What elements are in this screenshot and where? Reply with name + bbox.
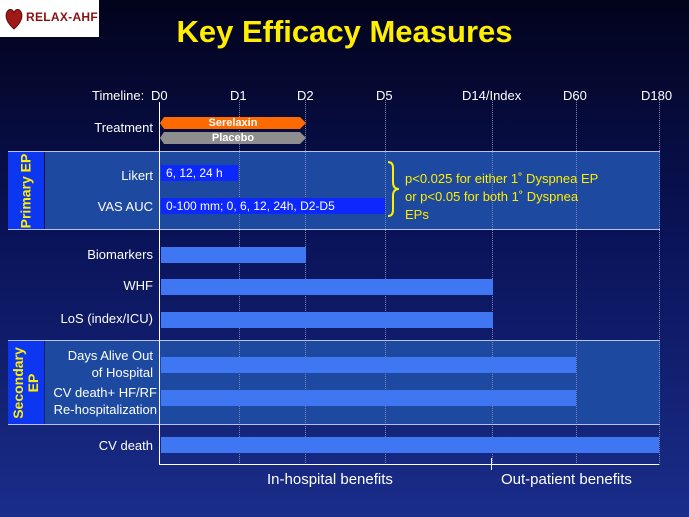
logo-text: RELAX-AHF (26, 10, 99, 24)
tick-label-d0: D0 (151, 88, 168, 103)
likert-bar: 6, 12, 24 h (161, 165, 238, 181)
primary-ep-label: Primary EP (17, 153, 34, 228)
days-alive-bar (161, 357, 576, 373)
secondary-ep-label: Secondary EP (10, 346, 41, 419)
separator-line (8, 424, 660, 425)
out-patient-benefits-label: Out-patient benefits (501, 471, 632, 488)
note-line-3: EPs (405, 207, 429, 222)
tick-label-d60: D60 (563, 88, 587, 103)
gridline-d180 (659, 100, 660, 465)
tick-label-d1: D1 (230, 88, 247, 103)
likert-label: Likert (121, 168, 153, 183)
placebo-arrow: Placebo (160, 132, 306, 144)
page-title: Key Efficacy Measures (176, 14, 513, 49)
tick-label-d14: D14/Index (462, 88, 522, 103)
relax-ahf-logo: RELAX-AHF (0, 0, 99, 37)
days-alive-line-1: Days Alive Out (67, 348, 153, 363)
tick-label-d2: D2 (297, 88, 314, 103)
tick-label-d5: D5 (376, 88, 393, 103)
whf-bar (161, 279, 493, 295)
secondary-ep-band (45, 341, 660, 424)
separator-line (8, 151, 660, 152)
in-hospital-benefits-label: In-hospital benefits (267, 471, 393, 488)
days-alive-label: Days Alive Out of Hospital (46, 347, 153, 381)
biomarkers-bar (161, 247, 306, 263)
timeline-axis-vertical (159, 102, 160, 464)
note-line-2: or p<0.05 for both 1˚ Dyspnea (405, 189, 579, 204)
secondary-ep-box: Secondary EP (8, 341, 44, 424)
separator-line (8, 229, 660, 230)
vas-auc-label: VAS AUC (97, 199, 153, 214)
tick-label-d180: D180 (641, 88, 673, 103)
los-bar (161, 312, 493, 328)
gridline-d60 (576, 100, 577, 465)
phase-divider-tick (491, 458, 492, 470)
significance-note: p<0.025 for either 1˚ Dyspnea EP or p<0.… (405, 170, 665, 224)
timeline-label: Timeline: (92, 88, 145, 103)
los-label: LoS (index/ICU) (60, 311, 153, 326)
vas-auc-bar: 0-100 mm; 0, 6, 12, 24h, D2-D5 (161, 198, 385, 214)
biomarkers-label: Biomarkers (87, 247, 153, 262)
cv-death-hf-label: CV death+ HF/RF Re-hospitalization (46, 384, 157, 418)
brace-icon (387, 161, 400, 217)
placebo-label: Placebo (211, 132, 255, 144)
primary-ep-band (45, 152, 660, 229)
whf-label: WHF (123, 278, 153, 293)
cv-death-bar (161, 437, 659, 453)
cv-death-hf-bar (161, 390, 576, 406)
cv-death-label: CV death (98, 438, 153, 453)
serelaxin-arrow: Serelaxin (160, 117, 306, 129)
days-alive-line-2: of Hospital (91, 365, 153, 380)
cv-death-hf-line-1: CV death+ HF/RF (53, 385, 157, 400)
timeline-axis-horizontal (159, 464, 659, 465)
treatment-label: Treatment (94, 120, 153, 135)
heart-icon (5, 9, 23, 30)
note-line-1: p<0.025 for either 1˚ Dyspnea EP (405, 171, 599, 186)
primary-ep-box: Primary EP (8, 152, 44, 229)
serelaxin-label: Serelaxin (208, 117, 258, 129)
separator-line (8, 340, 660, 341)
cv-death-hf-line-2: Re-hospitalization (53, 402, 157, 417)
